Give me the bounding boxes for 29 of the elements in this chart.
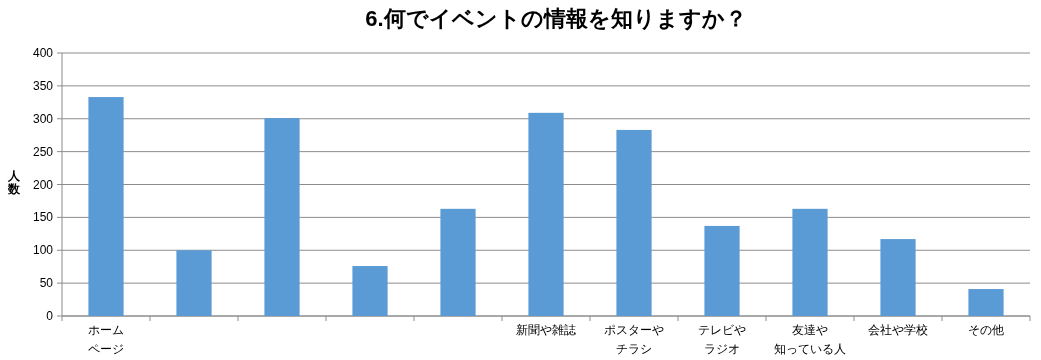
y-axis-title: 人数 (7, 169, 21, 196)
bar (792, 208, 828, 316)
y-tick-label: 150 (32, 210, 54, 225)
bar (264, 118, 300, 316)
y-tick-label: 50 (39, 276, 54, 291)
bar (704, 225, 740, 316)
y-tick-label: 250 (32, 144, 54, 159)
x-tick-label: ホームページ (88, 323, 124, 356)
y-tick-label: 100 (32, 243, 54, 258)
bar (968, 289, 1004, 316)
x-tick-label: 友達や知っている人 (774, 323, 846, 356)
x-tick-label: テレビやラジオ (698, 323, 746, 356)
chart-title: 6.何でイベントの情報を知りますか？ (365, 6, 747, 31)
y-tick-label: 400 (32, 46, 54, 60)
bar (528, 112, 564, 316)
y-tick-label: 200 (32, 177, 54, 192)
y-tick-label: 350 (32, 78, 54, 93)
x-tick-label: 会社や学校 (868, 323, 928, 337)
y-tick-label: 0 (46, 309, 54, 323)
x-tick-label: 新聞や雑誌 (516, 323, 576, 337)
y-tick-label: 300 (32, 111, 54, 126)
bar (616, 129, 652, 316)
x-tick-label: その他 (968, 323, 1004, 337)
bar (88, 97, 124, 316)
x-tick-label: ポスターやチラシ (604, 323, 664, 356)
bar (352, 266, 388, 316)
bar (880, 239, 916, 316)
bar (440, 208, 476, 316)
bar (176, 250, 212, 316)
